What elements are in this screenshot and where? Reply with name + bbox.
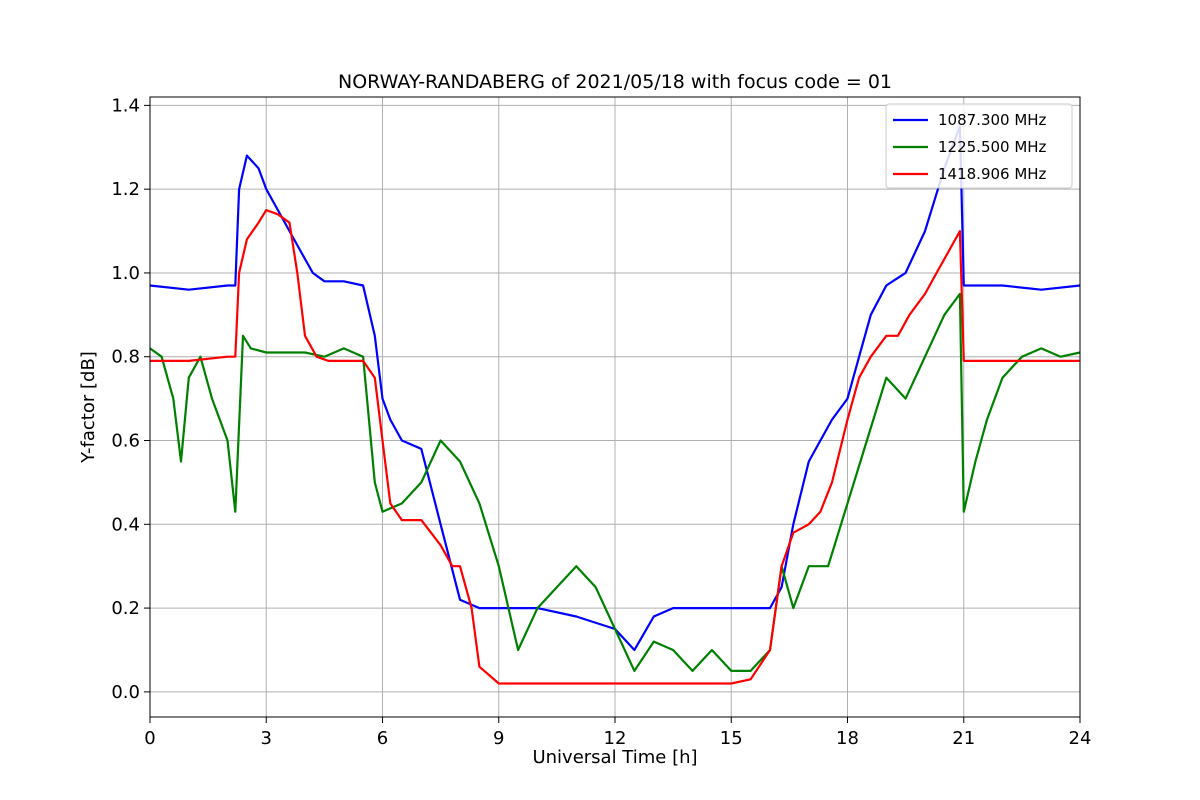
x-tick-label: 18 bbox=[836, 728, 859, 749]
legend-box bbox=[885, 103, 1073, 189]
legend-label-3: 1418.906 MHz bbox=[938, 165, 1047, 183]
tick-layer: 0 3 6 9 12 15 18 21 24 0.0 0.2 0.4 0.6 0.8 1.0 1.2 1.4 bbox=[111, 95, 1091, 749]
series-line-2 bbox=[149, 292, 1081, 672]
y-tick-label: 0.8 bbox=[111, 347, 140, 368]
x-tick-label: 0 bbox=[144, 728, 155, 749]
y-tick-label: 0.6 bbox=[111, 431, 140, 452]
y-tick-label: 0.0 bbox=[111, 682, 140, 703]
series-line-3 bbox=[150, 209, 1080, 685]
x-axis-title: Universal Time [h] bbox=[532, 747, 697, 768]
chart-title: NORWAY-RANDABERG of 2021/05/18 with focu… bbox=[338, 71, 892, 93]
y-tick-label: 1.2 bbox=[111, 179, 140, 200]
y-tick-label: 0.2 bbox=[111, 598, 140, 619]
x-tick-label: 9 bbox=[493, 728, 504, 749]
x-tick-label: 6 bbox=[377, 728, 388, 749]
x-tick-label: 12 bbox=[604, 728, 627, 749]
y-axis-title: Y-factor [dB] bbox=[78, 351, 99, 464]
x-tick-label: 24 bbox=[1069, 728, 1092, 749]
x-tick-label: 3 bbox=[261, 728, 272, 749]
series-layer bbox=[149, 125, 1081, 685]
y-tick-label: 1.0 bbox=[111, 263, 140, 284]
x-tick-label: 21 bbox=[952, 728, 975, 749]
legend: 1087.300 MHz 1225.500 MHz 1418.906 MHz bbox=[885, 103, 1073, 189]
y-tick-label: 1.4 bbox=[111, 95, 140, 116]
legend-label-1: 1087.300 MHz bbox=[938, 111, 1047, 129]
legend-label-2: 1225.500 MHz bbox=[938, 138, 1047, 156]
y-tick-label: 0.4 bbox=[111, 514, 140, 535]
x-tick-label: 15 bbox=[720, 728, 743, 749]
